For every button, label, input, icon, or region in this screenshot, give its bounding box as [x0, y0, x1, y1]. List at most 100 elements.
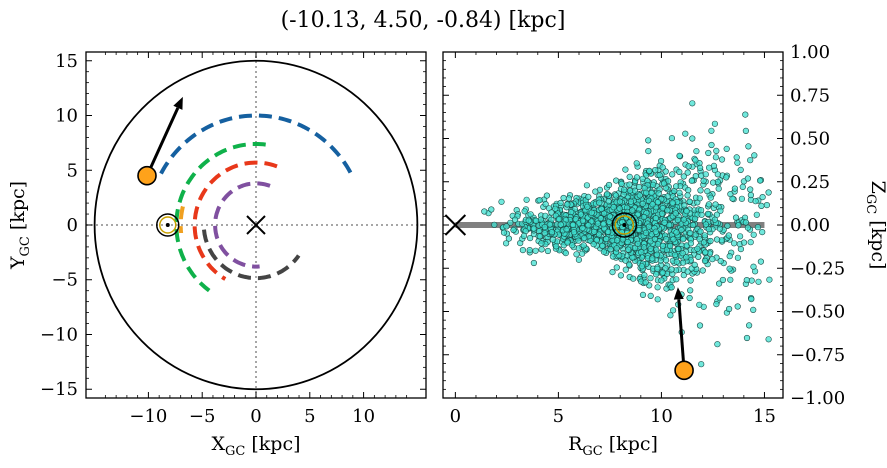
star-point [683, 254, 690, 261]
star-point [481, 208, 488, 215]
star-point [687, 277, 694, 284]
star-point [725, 232, 732, 239]
star-point [600, 210, 608, 217]
figure-title: (-10.13, 4.50, -0.84) [kpc] [281, 8, 566, 33]
star-point [754, 224, 762, 231]
star-point [631, 244, 639, 252]
arrow-head [673, 287, 684, 300]
star-point [713, 147, 720, 154]
star-point [654, 199, 661, 206]
arrow-shaft [145, 107, 180, 177]
star-point [700, 177, 707, 184]
x-tick-label: 5 [553, 406, 564, 427]
star-point [716, 225, 724, 232]
velocity-arrow-right [673, 287, 686, 371]
star-point [684, 169, 691, 176]
star-point [538, 246, 545, 253]
star-point [747, 239, 754, 246]
star-point [715, 280, 723, 287]
star-point [549, 236, 557, 243]
sun-marker-dot [622, 223, 627, 227]
star-point [563, 226, 570, 233]
right-x-tick-labels: 0 5 10 15 [450, 406, 776, 427]
star-point [634, 240, 641, 247]
arrow-shaft [677, 299, 686, 371]
sun-marker-outer [156, 213, 180, 237]
star-point [689, 100, 696, 107]
galactic-center-marker [246, 215, 266, 235]
star-point [600, 221, 607, 228]
star-point [626, 173, 633, 180]
star-point [520, 232, 528, 239]
star-point [646, 167, 653, 174]
star-point [653, 251, 661, 258]
star-point [673, 276, 680, 283]
star-point [647, 292, 654, 300]
star-point [548, 209, 555, 216]
y-tick-label: 0.25 [790, 172, 830, 193]
star-point [726, 265, 733, 272]
right-x-axis-label: RGC [kpc] [568, 433, 658, 459]
star-point [766, 276, 773, 283]
star-point [652, 228, 659, 235]
star-point [664, 207, 671, 214]
star-point [742, 111, 749, 118]
star-point [658, 277, 665, 284]
star-point [673, 229, 680, 236]
star-point [689, 222, 697, 229]
star-point [730, 240, 738, 247]
x-tick-label: 10 [650, 406, 673, 427]
star-point [505, 235, 513, 242]
star-point [575, 256, 583, 263]
star-point [759, 194, 766, 201]
sun-marker-dot [165, 223, 170, 227]
star-point [530, 259, 538, 267]
star-point [719, 276, 727, 284]
star-point [679, 259, 687, 266]
star-point [569, 242, 576, 249]
star-point [687, 240, 695, 247]
star-point [668, 266, 675, 273]
star-point [663, 236, 670, 243]
star-point [745, 322, 753, 329]
galaxy-boundary-circle [93, 59, 419, 391]
star-point [744, 175, 752, 182]
star-point [626, 261, 633, 268]
star-point [759, 229, 766, 236]
star-point [541, 230, 548, 237]
star-point [705, 404, 711, 410]
star-point [740, 239, 748, 246]
star-point [562, 250, 569, 257]
star-point [683, 208, 690, 215]
star-point [671, 251, 679, 259]
star-point [645, 148, 652, 155]
star-point [544, 247, 552, 255]
star-point [702, 249, 709, 256]
star-point [717, 207, 724, 214]
star-point [640, 244, 648, 251]
star-point [707, 237, 714, 245]
star-point [616, 205, 623, 212]
star-point [732, 214, 740, 221]
star-point [758, 202, 765, 209]
star-point [713, 301, 720, 308]
star-point [660, 180, 668, 187]
star-point [585, 193, 592, 200]
star-point [661, 219, 668, 226]
star-point [546, 221, 554, 228]
left-panel: −10 −5 0 5 10 15 10 5 0 −5 −10 −15 XGC [kpc] YGC [… [7, 51, 427, 459]
star-point [709, 256, 716, 263]
star-point [747, 186, 754, 193]
star-point [696, 322, 704, 329]
star-point [745, 143, 752, 150]
star-point [675, 245, 682, 253]
star-point [705, 201, 713, 208]
star-point [670, 236, 677, 243]
star-point [737, 166, 744, 173]
star-point [613, 245, 620, 252]
star-point [553, 243, 560, 250]
star-point [616, 198, 624, 205]
y-tick-label: 1.00 [790, 42, 830, 63]
